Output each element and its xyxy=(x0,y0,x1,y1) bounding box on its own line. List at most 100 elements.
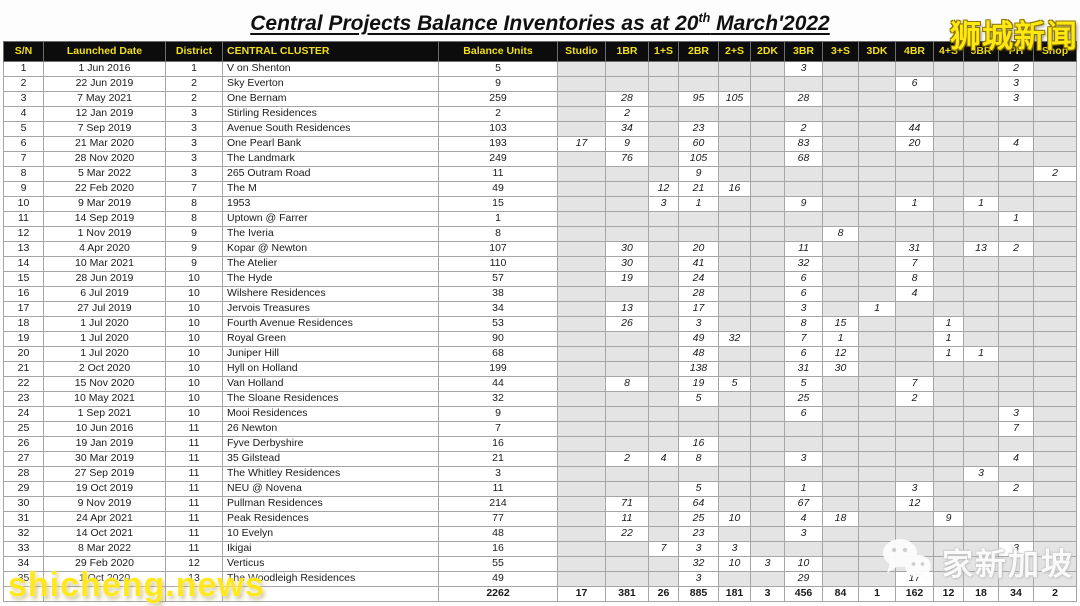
cell: 28 xyxy=(605,91,649,107)
cell: 103 xyxy=(438,121,558,137)
cell xyxy=(750,541,785,557)
cell: 77 xyxy=(438,511,558,527)
cell xyxy=(557,196,606,212)
cell xyxy=(933,556,964,572)
cell xyxy=(605,556,649,572)
cell: 29 Feb 2020 xyxy=(43,556,166,572)
cell xyxy=(605,211,649,227)
cell: 10 xyxy=(165,271,223,287)
cell xyxy=(858,106,896,122)
cell xyxy=(822,271,859,287)
cell: Peak Residences xyxy=(222,511,439,527)
cell: 28 Nov 2020 xyxy=(43,151,166,167)
cell: 3 xyxy=(3,91,44,107)
cell xyxy=(750,226,785,242)
table-row: 2 22 Jun 2019 2 Sky Everton 9 6 3 xyxy=(3,76,1077,92)
total-cell: 2262 xyxy=(438,586,558,602)
cell xyxy=(557,451,606,467)
cell xyxy=(784,211,823,227)
cell xyxy=(557,421,606,437)
cell xyxy=(933,376,964,392)
total-cell: 885 xyxy=(678,586,719,602)
cell: 12 xyxy=(165,556,223,572)
cell xyxy=(678,76,719,92)
table-row: 17 27 Jul 2019 10 Jervois Treasures 34 13 17 3 1 xyxy=(3,301,1077,317)
cell: 18 xyxy=(822,511,859,527)
total-cell xyxy=(43,586,166,602)
cell: Hyll on Holland xyxy=(222,361,439,377)
table-row: 14 10 Mar 2021 9 The Atelier 110 30 41 32 7 xyxy=(3,256,1077,272)
cell xyxy=(822,466,859,482)
cell: 20 xyxy=(3,346,44,362)
cell xyxy=(750,571,785,587)
cell xyxy=(678,106,719,122)
cell: 16 xyxy=(3,286,44,302)
cell xyxy=(648,166,679,182)
cell xyxy=(750,526,785,542)
table-row: 20 1 Jul 2020 10 Juniper Hill 68 48 6 12 1 1 xyxy=(3,346,1077,362)
cell xyxy=(557,496,606,512)
cell: 38 xyxy=(438,286,558,302)
cell xyxy=(822,376,859,392)
cell xyxy=(557,571,606,587)
cell: 8 xyxy=(895,271,934,287)
cell: 6 Jul 2019 xyxy=(43,286,166,302)
cell: 2 xyxy=(895,391,934,407)
column-header-s-n: S/N xyxy=(3,41,44,62)
cell xyxy=(648,481,679,497)
cell xyxy=(933,481,964,497)
cell xyxy=(933,211,964,227)
cell: 10 xyxy=(718,511,751,527)
cell xyxy=(998,301,1034,317)
total-cell: 381 xyxy=(605,586,649,602)
cell: 9 xyxy=(165,241,223,257)
cell: 22 Jun 2019 xyxy=(43,76,166,92)
table-footer: 2262 17 381 26 885 181 3 456 84 1 162 12 18 34 2 xyxy=(3,586,1077,602)
cell xyxy=(750,151,785,167)
column-header-district: District xyxy=(165,41,223,62)
cell xyxy=(858,226,896,242)
cell xyxy=(1033,301,1077,317)
cell: 193 xyxy=(438,136,558,152)
cell xyxy=(1033,391,1077,407)
cell xyxy=(718,61,751,77)
cell xyxy=(963,181,999,197)
cell: NEU @ Novena xyxy=(222,481,439,497)
cell: 2 xyxy=(998,241,1034,257)
cell xyxy=(1033,526,1077,542)
cell xyxy=(933,301,964,317)
cell xyxy=(648,511,679,527)
cell xyxy=(822,151,859,167)
cell xyxy=(822,556,859,572)
cell: 15 xyxy=(3,271,44,287)
cell: 214 xyxy=(438,496,558,512)
cell: 10 May 2021 xyxy=(43,391,166,407)
cell xyxy=(557,76,606,92)
cell: Ikigai xyxy=(222,541,439,557)
cell xyxy=(895,421,934,437)
cell xyxy=(557,376,606,392)
cell: 1 Jul 2020 xyxy=(43,316,166,332)
cell: 10 xyxy=(165,391,223,407)
cell xyxy=(822,211,859,227)
cell xyxy=(1033,271,1077,287)
cell xyxy=(963,316,999,332)
cell: The Iveria xyxy=(222,226,439,242)
table-row: 31 24 Apr 2021 11 Peak Residences 77 11 25 10 4 1… xyxy=(3,511,1077,527)
cell: 19 Jan 2019 xyxy=(43,436,166,452)
total-cell: 17 xyxy=(557,586,606,602)
cell: 259 xyxy=(438,91,558,107)
cell xyxy=(822,181,859,197)
table-row: 29 19 Oct 2019 11 NEU @ Novena 11 5 1 3 2 xyxy=(3,481,1077,497)
cell xyxy=(933,196,964,212)
cell xyxy=(1033,421,1077,437)
cell: 48 xyxy=(678,346,719,362)
cell: 90 xyxy=(438,331,558,347)
cell xyxy=(858,211,896,227)
cell xyxy=(784,421,823,437)
cell xyxy=(648,256,679,272)
cell: 3 xyxy=(165,151,223,167)
cell xyxy=(963,106,999,122)
